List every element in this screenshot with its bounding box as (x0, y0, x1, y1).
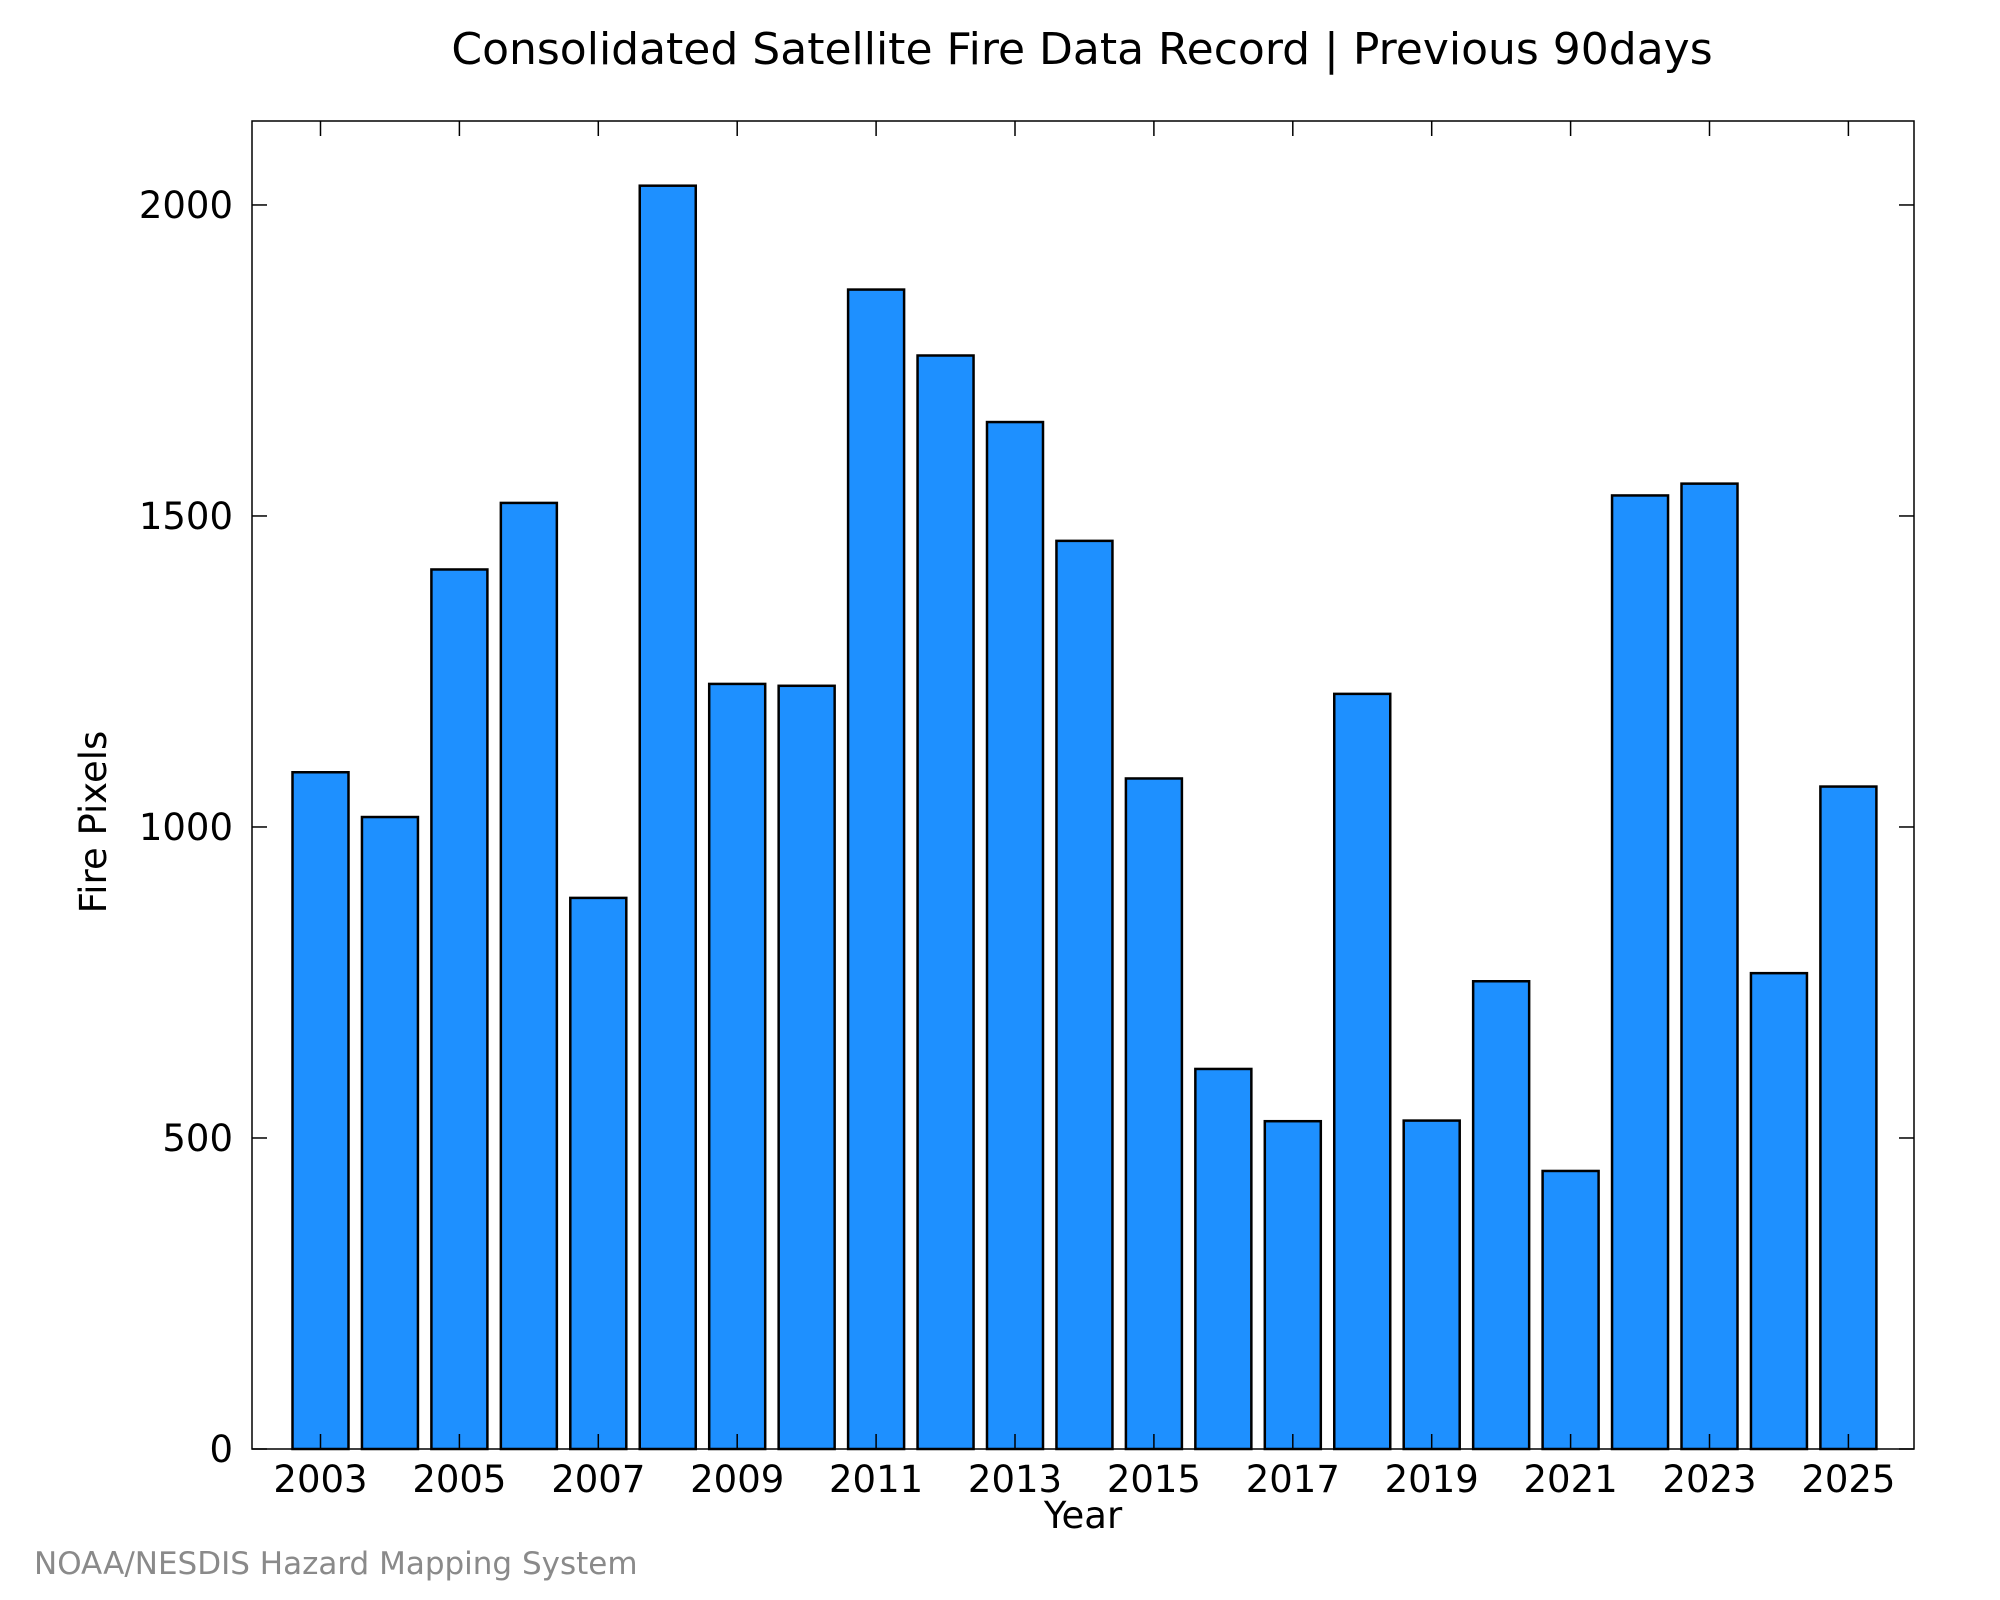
bar-2004 (360, 815, 420, 1451)
x-tick-label-2009: 2009 (690, 1458, 784, 1501)
x-tick-label-2015: 2015 (1107, 1458, 1201, 1501)
bar-2006 (499, 501, 559, 1451)
x-tick-label-2023: 2023 (1662, 1458, 1756, 1501)
x-tick-label-2017: 2017 (1246, 1458, 1340, 1501)
y-tick-label-0: 0 (209, 1428, 233, 1471)
y-tick-label-1500: 1500 (139, 495, 233, 538)
x-tick-label-2007: 2007 (551, 1458, 645, 1501)
x-tick-label-2013: 2013 (968, 1458, 1062, 1501)
bar-2011 (846, 288, 906, 1451)
bar-2018 (1333, 692, 1392, 1451)
bar-2023 (1680, 482, 1739, 1451)
x-tick-label-2021: 2021 (1524, 1458, 1618, 1501)
x-tick-label-2005: 2005 (412, 1458, 506, 1501)
x-tick-label-2025: 2025 (1801, 1458, 1895, 1501)
bar-2021 (1541, 1169, 1600, 1451)
bar-2012 (916, 354, 975, 1451)
bar-2024 (1749, 971, 1809, 1451)
credit-text: NOAA/NESDIS Hazard Mapping System (34, 1546, 638, 1582)
plot-frame (251, 120, 1915, 1450)
x-axis-label: Year (1043, 1494, 1123, 1537)
y-tick-label-1000: 1000 (139, 806, 233, 849)
bar-2020 (1471, 980, 1531, 1451)
bar-2013 (985, 420, 1045, 1451)
x-tick-label-2011: 2011 (829, 1458, 923, 1501)
bar-2008 (638, 184, 697, 1451)
ticks-group: 0 500 1000 1500 2000 2003 2005 2007 2009 2011 2013… (139, 121, 1914, 1501)
bar-2022 (1610, 494, 1670, 1451)
x-tick-label-2003: 2003 (273, 1458, 367, 1501)
x-tick-label-2019: 2019 (1385, 1458, 1479, 1501)
bar-2015 (1124, 777, 1184, 1451)
bar-2005 (430, 568, 489, 1451)
bar-2017 (1263, 1119, 1323, 1451)
bar-2009 (707, 682, 767, 1451)
bars-group (291, 184, 1878, 1451)
bar-2025 (1819, 785, 1878, 1451)
bar-2014 (1055, 539, 1114, 1451)
bar-2007 (569, 896, 628, 1451)
y-tick-label-500: 500 (162, 1117, 233, 1160)
bar-2019 (1402, 1119, 1461, 1451)
bar-2016 (1194, 1067, 1253, 1451)
bar-2003 (291, 771, 350, 1451)
chart-title: Consolidated Satellite Fire Data Record … (451, 24, 1712, 75)
bar-2010 (777, 684, 836, 1451)
y-tick-label-2000: 2000 (139, 184, 233, 227)
y-axis-label: Fire Pixels (72, 731, 115, 914)
